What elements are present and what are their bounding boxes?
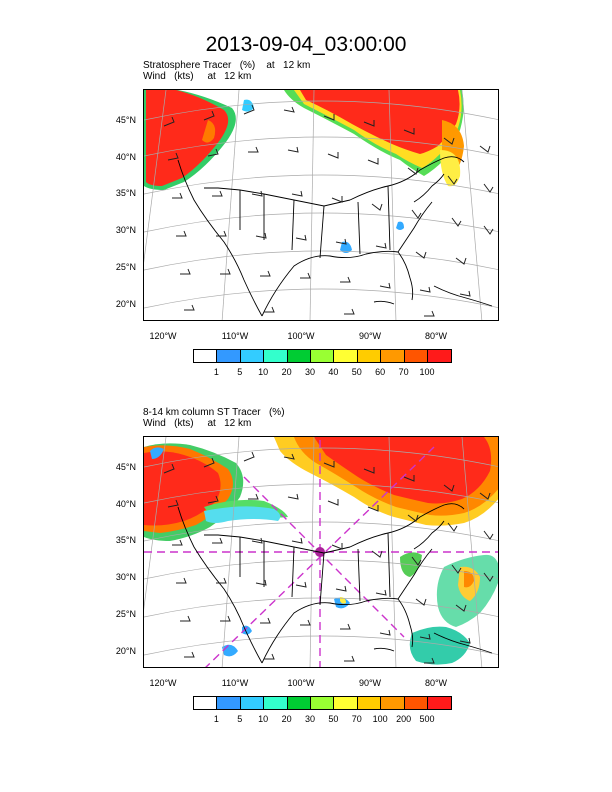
panel2-lat-label: 45°N [115,462,136,472]
panel2-colorbar-label: 20 [281,714,292,724]
panel2-colorbar-label: 30 [304,714,315,724]
panel1-colorbar-swatch [310,350,335,362]
panel1-colorbar-label: 20 [281,367,292,377]
panel2-colorbar-swatch [357,697,382,709]
panel1-tracer-blue-patch [242,99,254,112]
panel1-colorbar-swatch [404,350,428,362]
panel1-wind-barbs [163,104,494,317]
panel2-lon-label: 80°W [424,678,448,688]
panel2-tracer-nw-red [144,451,221,526]
panel1-colorbar-label: 1 [213,367,219,377]
panel2-colorbar-label: 1 [213,714,219,724]
panel1-coastlines [177,156,493,317]
panel1-title: Stratosphere Tracer (%) at 12 km [143,60,311,71]
panel2-colorbar-labels: 1 5 10 20 30 50 70 100 200 500 [193,714,453,726]
panel1-tracer-blue-patch3 [396,221,404,230]
panel1-tracer-blue-patch2 [340,241,352,253]
panel2-colorbar [193,696,453,710]
panel1-map [143,89,499,321]
panel1-lat-label: 25°N [115,262,136,272]
panel1-colorbar-swatch [240,350,265,362]
panel2-colorbar-swatch [334,697,358,709]
panel2-colorbar-swatch [194,697,218,709]
panel1-lon-label: 120°W [149,331,177,341]
panel2-colorbar-swatch [310,697,335,709]
panel1-lat-label: 30°N [115,225,136,235]
panel2-title: 8-14 km column ST Tracer (%) [143,407,285,418]
panel1-lon-label: 90°W [358,331,382,341]
panel2-colorbar-label: 10 [258,714,269,724]
panel1-graticule [144,90,498,320]
panel2-map-svg [144,437,498,667]
panel1-colorbar-label: 10 [258,367,269,377]
panel1-map-svg [144,90,498,320]
panel1-colorbar [193,349,453,363]
panel1-colorbar-label: 30 [304,367,315,377]
panel2-lat-label: 20°N [115,646,136,656]
panel2-colorbar-swatch [427,697,452,709]
panel1-colorbar-label: 60 [375,367,386,377]
panel2-subtitle: Wind (kts) at 12 km [143,418,252,429]
panel1-colorbar-swatch [334,350,358,362]
panel2-lat-label: 35°N [115,535,136,545]
panel1-colorbar-labels: 1 5 10 20 30 40 50 60 70 100 [193,367,453,379]
panel1-lat-label: 45°N [115,115,136,125]
panel2-tracer-se-orange [464,571,474,588]
panel1-lon-label: 100°W [287,331,315,341]
panel2-colorbar-swatch [404,697,428,709]
panel2-colorbar-swatch [381,697,405,709]
panel2-colorbar-label: 200 [396,714,412,724]
panel1-tracer-ne-red [300,90,460,154]
panel2-tracer-nw-blue [150,447,164,459]
panel2-cross-section-lines [144,437,498,667]
panel2-coastlines [177,503,493,664]
panel1-lat-label: 35°N [115,188,136,198]
panel2-lat-label: 25°N [115,609,136,619]
panel1-colorbar-swatch [427,350,452,362]
panel2-colorbar-swatch [217,697,241,709]
panel2-colorbar-label: 50 [328,714,339,724]
panel1-colorbar-swatch [381,350,405,362]
panel2-lon-label: 100°W [287,678,315,688]
panel2-lon-label: 90°W [358,678,382,688]
panel2-colorbar-swatch [287,697,311,709]
panel2-colorbar-label: 100 [372,714,388,724]
panel2-lon-label: 120°W [149,678,177,688]
panel2-colorbar-label: 70 [351,714,362,724]
panel1-colorbar-label: 40 [328,367,339,377]
panel1-colorbar-swatch [264,350,288,362]
panel1-colorbar-label: 5 [237,367,243,377]
panel2-map [143,436,499,668]
panel1-colorbar-swatch [194,350,218,362]
panel1-lat-label: 20°N [115,299,136,309]
panel1-tracer-ne-yellowedge [440,150,461,187]
panel2-colorbar-label: 5 [237,714,243,724]
panel1-lon-label: 110°W [221,331,249,341]
panel2-tracer-blue-spot3 [222,644,238,657]
panel2-lat-label: 30°N [115,572,136,582]
panel2-colorbar-label: 500 [419,714,435,724]
panel2-lon-label: 110°W [221,678,249,688]
panel2-graticule [144,437,498,667]
panel1-colorbar-label: 100 [419,367,435,377]
panel2-lat-label: 40°N [115,499,136,509]
panel2-wind-barbs [163,451,494,664]
panel2-tracer-cyan-arc [204,506,281,523]
panel1-colorbar-label: 50 [351,367,362,377]
panel2-colorbar-swatch [240,697,265,709]
panel1-lon-label: 80°W [424,331,448,341]
panel1-colorbar-swatch [357,350,382,362]
panel1-colorbar-swatch [287,350,311,362]
panel2-colorbar-swatch [264,697,288,709]
figure-title: 2013-09-04_03:00:00 [205,33,407,56]
panel1-colorbar-swatch [217,350,241,362]
panel1-lat-label: 40°N [115,152,136,162]
panel1-tracer-nw-orange [202,120,216,143]
panel1-colorbar-label: 70 [398,367,409,377]
panel1-subtitle: Wind (kts) at 12 km [143,71,252,82]
panel2-tracer-se-cyan [409,626,470,665]
panel1-tracer-nw-red [146,90,229,186]
panel2-tracer-yellow-spot [340,597,346,604]
